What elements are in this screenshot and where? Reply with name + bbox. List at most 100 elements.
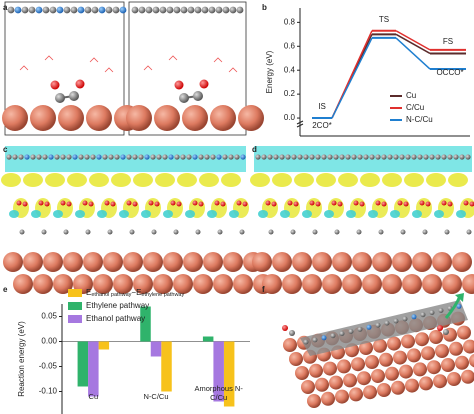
density-blob [360, 173, 380, 187]
atom [107, 229, 113, 235]
state-label: FS [443, 37, 453, 46]
bar [150, 341, 162, 357]
atom [412, 252, 432, 272]
atom [405, 154, 411, 160]
atom [400, 229, 406, 235]
atom [419, 200, 425, 206]
density-blob [133, 173, 153, 187]
atom [50, 80, 60, 90]
density-blob [119, 210, 129, 218]
atom [255, 154, 261, 160]
connector [331, 37, 373, 119]
atom [28, 6, 36, 14]
atom [252, 252, 272, 272]
atom [375, 322, 381, 328]
atom [363, 385, 377, 400]
atom [449, 341, 463, 356]
atom [220, 201, 226, 207]
atom [195, 229, 201, 235]
density-blob [316, 173, 336, 187]
atom [377, 383, 391, 397]
atom [379, 352, 393, 367]
atom [126, 154, 132, 160]
atom [201, 6, 209, 14]
atom [168, 154, 174, 160]
atom [351, 357, 365, 372]
atom [331, 200, 337, 206]
y-tick-label: -0.10 [39, 387, 58, 396]
y-tick-label: 0.4 [284, 65, 296, 74]
density-blob [250, 173, 270, 187]
atom [3, 252, 23, 272]
atom [423, 154, 429, 160]
atom [330, 333, 336, 339]
atom [435, 344, 449, 358]
density-blob [207, 210, 217, 218]
atom [351, 154, 357, 160]
atom [138, 6, 146, 14]
atom [215, 6, 223, 14]
atom [309, 154, 315, 160]
y-axis-label: Reaction energy (eV) [17, 321, 26, 397]
atom [417, 154, 423, 160]
density-band [5, 146, 246, 172]
water [213, 57, 223, 63]
density-blob [456, 210, 466, 218]
atom [93, 274, 113, 294]
panel-label: e [3, 285, 8, 294]
water [104, 67, 114, 73]
atom [103, 252, 123, 272]
atom [369, 154, 375, 160]
atom [303, 339, 309, 345]
atom [66, 154, 72, 160]
atom [348, 329, 354, 334]
atom [41, 229, 47, 235]
atom [279, 154, 285, 160]
atom [455, 355, 469, 370]
density-blob [141, 210, 151, 218]
atom [272, 252, 292, 272]
atom [403, 201, 409, 207]
atom [359, 201, 365, 207]
legend-label: Eethanol pathway−Eethylene pathway [86, 288, 184, 298]
state-label: TS [379, 15, 389, 24]
atom [307, 394, 321, 408]
atom [427, 360, 441, 375]
atom [85, 229, 91, 235]
atom [84, 6, 92, 14]
annotation: OCCO* [436, 68, 463, 77]
density-blob [221, 173, 241, 187]
atom [131, 6, 139, 14]
atom [48, 154, 54, 160]
legend-label: C/Cu [406, 103, 424, 112]
y-tick-label: -0.05 [39, 362, 58, 371]
density-blob [53, 210, 63, 218]
density-blob [177, 173, 197, 187]
water [168, 55, 178, 61]
density-blob [272, 173, 292, 187]
atom [239, 229, 245, 235]
atom [173, 274, 193, 294]
atom [432, 252, 452, 272]
atom [287, 200, 293, 206]
atom [108, 154, 114, 160]
atom [222, 6, 230, 14]
atom [262, 274, 282, 294]
atom [30, 105, 56, 131]
atom [75, 79, 85, 89]
density-blob [294, 173, 314, 187]
atom [359, 341, 373, 355]
density-blob [97, 210, 107, 218]
atom [419, 376, 433, 391]
atom [148, 200, 154, 206]
y-tick-label: 0.6 [284, 41, 296, 50]
density-blob [67, 173, 87, 187]
atom [375, 200, 381, 206]
density-blob [324, 210, 334, 218]
atom [83, 252, 103, 272]
atom [425, 201, 431, 207]
legend-label: Ethylene pathway [86, 301, 149, 310]
bar [213, 341, 224, 402]
atom [333, 154, 339, 160]
atom [303, 154, 309, 160]
